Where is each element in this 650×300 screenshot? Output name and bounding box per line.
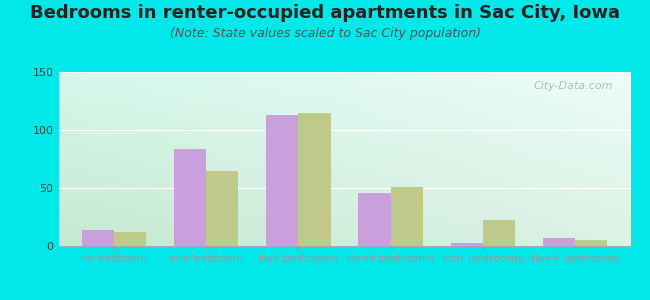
Bar (575, 240, 608, 246)
Bar (483, 220, 515, 246)
Bar (266, 115, 298, 246)
Text: (Note: State values scaled to Sac City population): (Note: State values scaled to Sac City p… (170, 27, 480, 40)
Text: City-Data.com: City-Data.com (534, 81, 614, 91)
Bar (391, 187, 423, 246)
Bar (81, 230, 114, 246)
Bar (206, 171, 239, 246)
Bar (450, 242, 483, 246)
Bar (114, 232, 146, 246)
Bar (543, 238, 575, 246)
Bar (358, 193, 391, 246)
Bar (174, 148, 206, 246)
Text: Bedrooms in renter-occupied apartments in Sac City, Iowa: Bedrooms in renter-occupied apartments i… (30, 4, 620, 22)
Bar (298, 112, 331, 246)
